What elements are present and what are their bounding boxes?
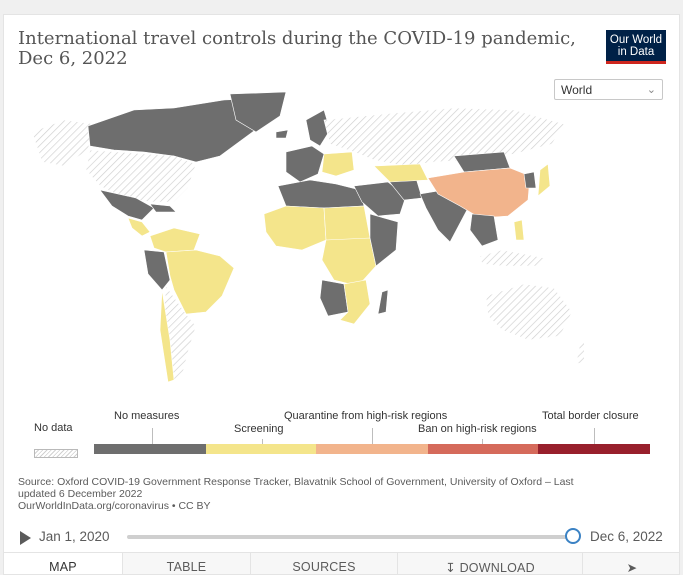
share-icon: ➤ — [626, 561, 638, 575]
region-middle-east[interactable] — [353, 181, 407, 217]
region-japan[interactable] — [537, 163, 551, 197]
legend-tick-total-closure — [594, 428, 595, 444]
region-korea[interactable] — [523, 171, 537, 189]
tab-table[interactable]: TABLE — [122, 553, 250, 574]
legend-swatch-ban — [428, 444, 538, 454]
region-china[interactable] — [427, 167, 531, 219]
region-select[interactable]: World ⌄ — [554, 79, 663, 100]
region-eastern-europe[interactable] — [321, 151, 355, 177]
timeline-handle[interactable] — [565, 528, 581, 544]
legend-tick-no-measures — [152, 428, 153, 444]
legend-tick-quarantine — [372, 428, 373, 444]
region-southeast-asia[interactable] — [469, 213, 499, 247]
region-new-zealand[interactable] — [575, 340, 584, 365]
region-madagascar[interactable] — [377, 289, 389, 315]
tab-download[interactable]: ↧ DOWNLOAD — [397, 553, 582, 575]
region-north-africa[interactable] — [277, 179, 365, 209]
legend-swatch-no-measures — [94, 444, 206, 454]
logo-line-2: in Data — [617, 46, 655, 58]
region-western-europe[interactable] — [285, 145, 325, 183]
tab-sources-label: SOURCES — [292, 560, 356, 574]
world-map[interactable] — [24, 90, 584, 400]
legend-label-no-data: No data — [34, 422, 73, 434]
legend-label-total-closure: Total border closure — [542, 410, 639, 422]
owid-logo[interactable]: Our World in Data — [606, 30, 666, 64]
timeline: Jan 1, 2020 Dec 6, 2022 — [4, 524, 679, 550]
source-line-3[interactable]: OurWorldInData.org/coronavirus • CC BY — [18, 500, 211, 512]
legend-swatch-quarantine — [316, 444, 428, 454]
region-scandinavia[interactable] — [305, 109, 331, 147]
source-line-2: updated 6 December 2022 — [18, 488, 143, 500]
region-colombia-venezuela[interactable] — [149, 227, 201, 253]
legend-swatch-total-closure — [538, 444, 650, 454]
download-icon: ↧ — [445, 561, 456, 575]
tab-sources[interactable]: SOURCES — [250, 553, 397, 574]
region-indonesia[interactable] — [479, 249, 545, 267]
chart-card: International travel controls during the… — [3, 14, 680, 575]
legend-label-ban: Ban on high-risk regions — [418, 423, 537, 435]
region-canada[interactable] — [87, 97, 275, 163]
region-chile[interactable] — [159, 289, 175, 383]
legend-label-screening: Screening — [234, 423, 284, 435]
region-caribbean[interactable] — [149, 203, 177, 213]
map-legend: No measures Quarantine from high-risk re… — [4, 410, 679, 460]
tab-table-label: TABLE — [166, 560, 207, 574]
region-iceland[interactable] — [275, 129, 289, 139]
tab-map-label: MAP — [49, 560, 77, 574]
chevron-down-icon: ⌄ — [646, 84, 656, 96]
timeline-start-label[interactable]: Jan 1, 2020 — [39, 529, 110, 544]
timeline-track[interactable] — [127, 535, 572, 539]
source-note: Source: Oxford COVID-19 Government Respo… — [18, 476, 618, 512]
region-alaska[interactable] — [31, 119, 95, 167]
chart-title: International travel controls during the… — [18, 28, 576, 69]
region-central-america[interactable] — [127, 217, 151, 237]
tab-bar: MAP TABLE SOURCES ↧ DOWNLOAD ➤ — [4, 552, 679, 575]
legend-label-no-measures: No measures — [114, 410, 180, 422]
region-philippines[interactable] — [513, 219, 525, 241]
region-brazil[interactable] — [165, 249, 235, 315]
region-southern-africa[interactable] — [339, 279, 371, 325]
legend-swatch-screening — [206, 444, 316, 454]
legend-label-quarantine: Quarantine from high-risk regions — [284, 410, 448, 422]
play-icon[interactable] — [20, 531, 31, 545]
region-central-asia[interactable] — [373, 163, 429, 183]
timeline-end-label[interactable]: Dec 6, 2022 — [590, 529, 663, 544]
tab-download-label: DOWNLOAD — [459, 561, 535, 575]
region-russia[interactable] — [323, 107, 565, 167]
source-line-1: Source: Oxford COVID-19 Government Respo… — [18, 476, 574, 488]
legend-tick-ban — [482, 439, 483, 444]
region-angola-namibia[interactable] — [319, 279, 349, 317]
region-select-value: World — [561, 83, 593, 97]
tab-map[interactable]: MAP — [4, 553, 122, 574]
legend-no-data-swatch — [34, 449, 78, 458]
region-greenland[interactable] — [229, 91, 287, 133]
logo-line-1: Our World — [609, 34, 663, 46]
region-peru-ecuador[interactable] — [143, 249, 171, 291]
region-east-africa[interactable] — [369, 213, 399, 267]
region-central-africa[interactable] — [321, 237, 377, 287]
region-usa[interactable] — [85, 149, 197, 203]
legend-tick-screening — [262, 439, 263, 444]
region-mexico[interactable] — [99, 189, 155, 221]
tab-share[interactable]: ➤ — [582, 553, 679, 575]
region-australia[interactable] — [485, 283, 573, 341]
region-west-africa[interactable] — [263, 205, 327, 251]
